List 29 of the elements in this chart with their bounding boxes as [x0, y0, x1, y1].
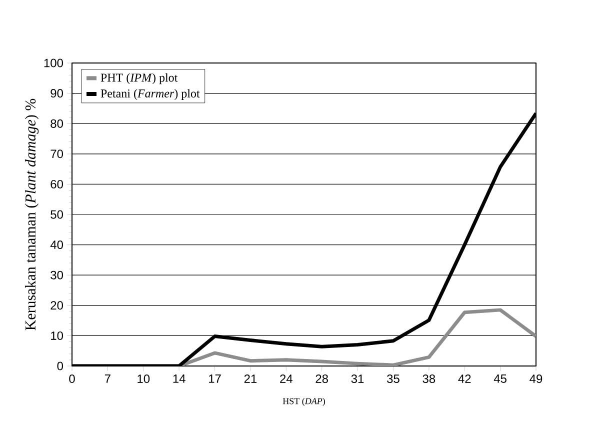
- y-tick-label: 20: [50, 301, 64, 310]
- y-tick-label: 100: [44, 58, 64, 68]
- y-tick-label: 80: [50, 119, 64, 128]
- x-tick-label: 31: [351, 374, 364, 384]
- y-tick-label: 90: [50, 89, 64, 98]
- x-tick-label: 7: [104, 374, 110, 383]
- x-tick-label: 14: [173, 374, 186, 383]
- x-tick-label: 49: [530, 374, 542, 384]
- y-axis-title: Kerusakan tanaman (Plant damage) %: [25, 98, 39, 330]
- x-tick-label: 28: [316, 374, 328, 384]
- y-tick-label: 10: [51, 331, 64, 340]
- legend-label: PHT (IPM) plot: [100, 73, 178, 84]
- x-tick-label: 21: [244, 374, 257, 383]
- x-tick-label: 42: [458, 374, 471, 383]
- y-tick-label: 30: [50, 270, 64, 280]
- x-tick-label: 24: [280, 374, 292, 383]
- y-tick-label: 60: [50, 180, 64, 188]
- x-tick-label: 38: [422, 374, 436, 384]
- y-tick-label: 50: [50, 210, 64, 219]
- x-axis-title: HST (DAP): [282, 398, 325, 406]
- x-tick-label: 35: [387, 374, 400, 384]
- legend-label: Petani (Farmer) plot: [100, 89, 200, 100]
- y-tick-label: 0: [57, 362, 64, 370]
- x-tick-label: 17: [209, 374, 221, 383]
- y-tick-label: 40: [50, 240, 64, 250]
- y-tick-label: 70: [50, 150, 64, 158]
- x-tick-label: 10: [138, 374, 150, 384]
- x-tick-label: 45: [494, 374, 506, 383]
- x-tick-label: 0: [69, 374, 75, 384]
